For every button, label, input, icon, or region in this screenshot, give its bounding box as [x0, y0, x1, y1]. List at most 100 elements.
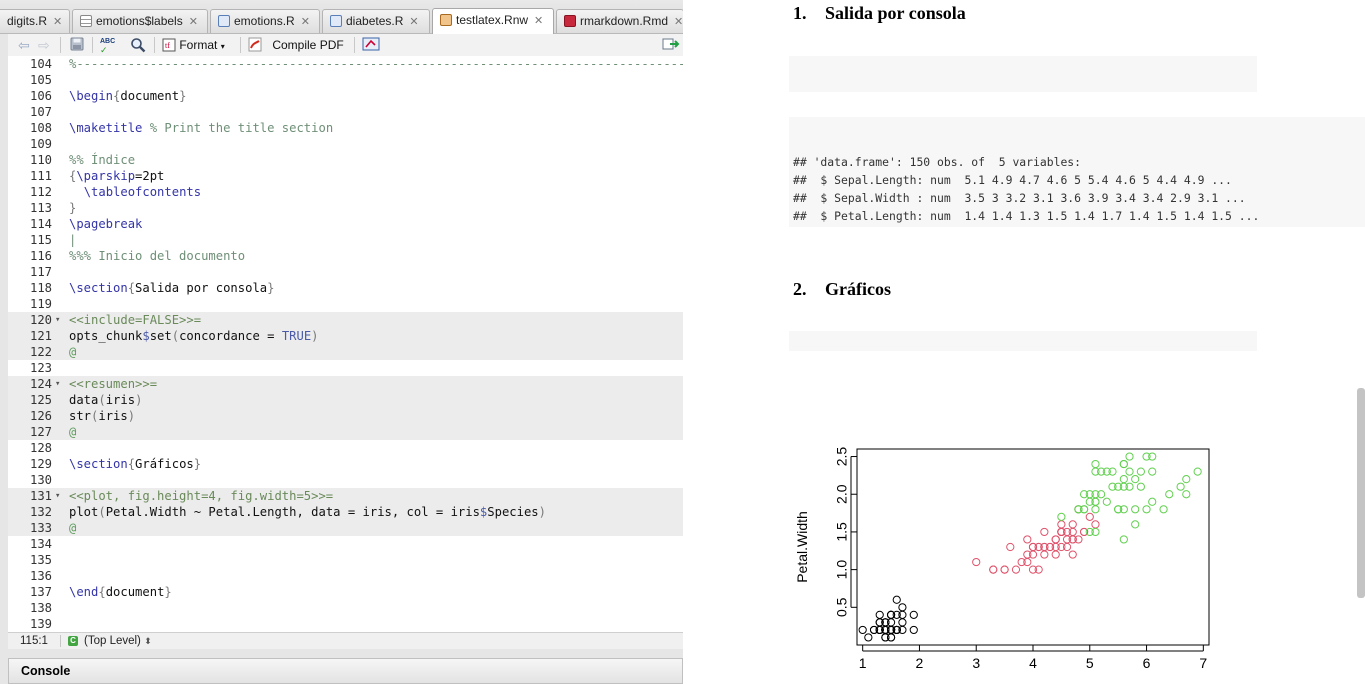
- source-editor-pane: digits.R ✕ emotions$labels ✕ emotions.R ✕ diab…: [0, 0, 683, 684]
- code-line[interactable]: 133 @: [8, 520, 683, 536]
- code-chunk-input-2: plot(Petal.Width ~ Petal.Length, data = …: [789, 331, 1257, 351]
- spellcheck-label: ABC: [100, 38, 116, 45]
- code-line[interactable]: 138: [8, 600, 683, 616]
- tab-emotions-r[interactable]: emotions.R ✕: [210, 9, 320, 33]
- fold-chunk-icon[interactable]: ▾: [55, 315, 61, 325]
- x-tick-label: 3: [972, 655, 980, 671]
- code-line[interactable]: 112 \tableofcontents: [8, 184, 683, 200]
- code-line[interactable]: 107: [8, 104, 683, 120]
- point-versicolor: [1034, 565, 1043, 574]
- code-line[interactable]: 109: [8, 136, 683, 152]
- code-line[interactable]: 117: [8, 264, 683, 280]
- point-versicolor: [1040, 542, 1049, 552]
- section-heading-1: 1. Salida por consola: [793, 3, 966, 24]
- format-menu-button[interactable]: tf Format ▾: [162, 37, 225, 53]
- code-line[interactable]: 132 plot(Petal.Width ~ Petal.Length, data…: [8, 504, 683, 520]
- code-line[interactable]: 137 \end{document}: [8, 584, 683, 600]
- fold-chunk-icon[interactable]: ▾: [55, 491, 61, 501]
- code-line[interactable]: 113}: [8, 200, 683, 216]
- back-arrow-icon[interactable]: ⇦: [18, 37, 30, 53]
- tab-emotions-labels[interactable]: emotions$labels ✕: [72, 9, 208, 33]
- close-tab-icon[interactable]: ✕: [674, 16, 683, 28]
- point-virginica: [1125, 467, 1134, 476]
- code-line[interactable]: 110 %% Índice: [8, 152, 683, 168]
- point-setosa: [886, 610, 896, 619]
- x-tick-label: 4: [1029, 655, 1037, 671]
- code-line[interactable]: 128: [8, 440, 683, 456]
- code-line[interactable]: 136: [8, 568, 683, 584]
- code-line[interactable]: 123: [8, 360, 683, 376]
- point-versicolor: [989, 565, 998, 574]
- tab-testlatex-rnw[interactable]: testlatex.Rnw ✕: [432, 8, 554, 34]
- point-versicolor: [1017, 557, 1026, 567]
- tab-diabetes-r[interactable]: diabetes.R ✕: [322, 9, 430, 33]
- point-versicolor: [1006, 542, 1015, 552]
- point-setosa: [909, 610, 918, 619]
- editor-status-bar: 115:1 C (Top Level) ⬍: [8, 632, 683, 649]
- console-panel-header[interactable]: Console: [8, 658, 683, 684]
- line-number: 108: [29, 121, 52, 135]
- pdf-scrollbar[interactable]: [1357, 388, 1365, 598]
- forward-arrow-icon[interactable]: ⇨: [38, 37, 50, 53]
- x-tick-label: 6: [1143, 655, 1151, 671]
- code-line[interactable]: 114 \pagebreak: [8, 216, 683, 232]
- line-number: 116: [29, 249, 52, 263]
- code-line[interactable]: 106 \begin{document}: [8, 88, 683, 104]
- code-line[interactable]: 104 %------------------------------------…: [8, 56, 683, 72]
- code-editor[interactable]: 104 %------------------------------------…: [8, 56, 683, 632]
- code-line[interactable]: 118 \section{Salida por consola}: [8, 280, 683, 296]
- scope-selector[interactable]: (Top Level) ⬍: [84, 633, 152, 649]
- point-virginica: [1142, 452, 1151, 461]
- point-virginica: [1091, 459, 1100, 469]
- point-virginica: [1102, 467, 1111, 476]
- code-line[interactable]: 111 {\parskip=2pt: [8, 168, 683, 184]
- code-line[interactable]: 131 ▾ <<plot, fig.height=4, fig.width=5>>=: [8, 488, 683, 504]
- tab-digits-r[interactable]: digits.R ✕: [0, 9, 70, 33]
- tab-label: testlatex.Rnw: [456, 13, 529, 27]
- code-line[interactable]: 134: [8, 536, 683, 552]
- code-line[interactable]: 124 ▾ <<resumen>>=: [8, 376, 683, 392]
- compile-pdf-button[interactable]: Compile PDF: [248, 37, 344, 53]
- point-virginica: [1182, 490, 1191, 499]
- code-line[interactable]: 139: [8, 616, 683, 632]
- close-tab-icon[interactable]: ✕: [53, 16, 63, 28]
- search-icon[interactable]: [130, 37, 146, 53]
- code-text: plot(Petal.Width ~ Petal.Length, data = …: [69, 505, 546, 519]
- code-line[interactable]: 130: [8, 472, 683, 488]
- code-line[interactable]: 127 @: [8, 424, 683, 440]
- close-tab-icon[interactable]: ✕: [409, 16, 419, 28]
- save-icon[interactable]: [70, 37, 84, 53]
- r-file-icon: [330, 15, 342, 27]
- close-tab-icon[interactable]: ✕: [300, 16, 310, 28]
- code-line[interactable]: 129 \section{Gráficos}: [8, 456, 683, 472]
- line-number: 106: [29, 89, 52, 103]
- point-virginica: [1097, 490, 1106, 499]
- code-line[interactable]: 116 %%% Inicio del documento: [8, 248, 683, 264]
- point-versicolor: [1079, 527, 1089, 537]
- fold-chunk-icon[interactable]: ▾: [55, 379, 61, 389]
- code-line[interactable]: 105: [8, 72, 683, 88]
- line-number: 119: [29, 297, 52, 311]
- code-line[interactable]: 115 |: [8, 232, 683, 248]
- code-line[interactable]: 125 data(iris): [8, 392, 683, 408]
- line-number: 104: [29, 57, 52, 71]
- point-versicolor: [1028, 565, 1038, 574]
- code-line[interactable]: 119: [8, 296, 683, 312]
- close-tab-icon[interactable]: ✕: [534, 15, 544, 27]
- code-line[interactable]: 135: [8, 552, 683, 568]
- code-line[interactable]: 108 \maketitle % Print the title section: [8, 120, 683, 136]
- synctex-icon[interactable]: [362, 37, 380, 53]
- code-line[interactable]: 120 ▾ <<include=FALSE>>=: [8, 312, 683, 328]
- spellcheck-icon[interactable]: ABC ✓: [100, 38, 116, 55]
- tab-rmarkdown-rmd[interactable]: rmarkdown.Rmd ✕: [556, 9, 683, 33]
- code-line[interactable]: 122 @: [8, 344, 683, 360]
- scope-updown-icon: ⬍: [144, 636, 152, 646]
- close-tab-icon[interactable]: ✕: [188, 16, 198, 28]
- tab-label: digits.R: [7, 14, 48, 28]
- code-line[interactable]: 121 opts_chunk$set(concordance = TRUE): [8, 328, 683, 344]
- code-line[interactable]: 126 str(iris): [8, 408, 683, 424]
- point-virginica: [1148, 467, 1157, 476]
- code-text: @: [69, 521, 77, 535]
- run-document-icon[interactable]: [662, 37, 680, 53]
- point-versicolor: [1040, 527, 1049, 537]
